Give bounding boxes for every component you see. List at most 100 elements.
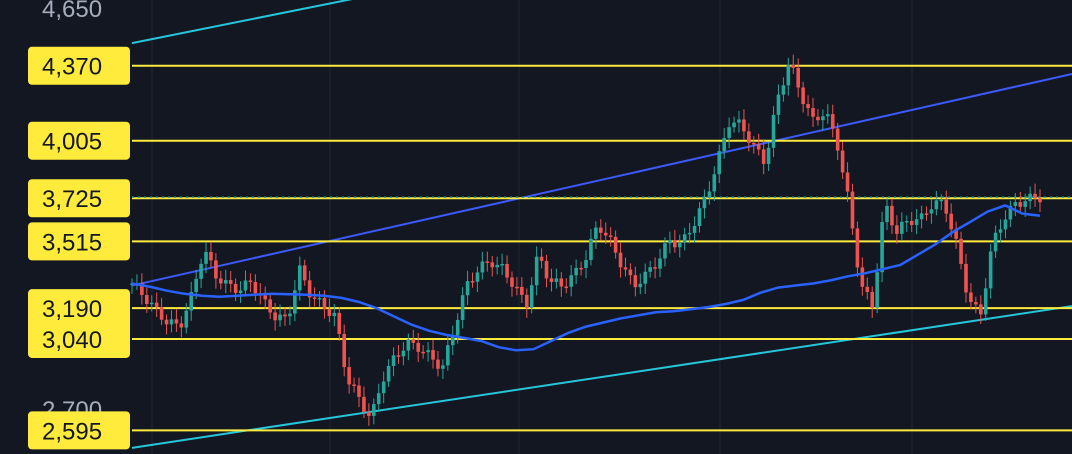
trend-line-upper-channel bbox=[131, 72, 1072, 287]
candle-body bbox=[895, 225, 899, 234]
candle-body bbox=[164, 319, 169, 325]
candle-body bbox=[367, 412, 371, 416]
candle-body bbox=[855, 228, 860, 268]
candle-body bbox=[145, 294, 149, 305]
candle-body bbox=[426, 350, 430, 353]
candle-body bbox=[317, 297, 322, 300]
candle-body bbox=[648, 267, 652, 272]
candle-body bbox=[702, 198, 707, 209]
candle-body bbox=[850, 191, 855, 229]
candle-body bbox=[441, 365, 445, 369]
candle-body bbox=[949, 213, 953, 230]
level-label: 3,515 bbox=[28, 222, 130, 261]
candle-body bbox=[510, 277, 514, 287]
candle-body bbox=[697, 208, 702, 227]
candle-body bbox=[450, 335, 455, 346]
candle-body bbox=[154, 302, 159, 307]
candle-body bbox=[914, 219, 919, 225]
candle-body bbox=[618, 252, 623, 268]
candles bbox=[130, 54, 1042, 426]
level-label-text: 4,370 bbox=[42, 54, 102, 81]
candle-body bbox=[223, 280, 228, 284]
candle-body bbox=[293, 290, 297, 314]
candle-body bbox=[579, 267, 583, 270]
candle-body bbox=[460, 295, 465, 320]
candle-body bbox=[194, 278, 198, 293]
candle-body bbox=[974, 302, 978, 305]
candle-body bbox=[826, 114, 830, 117]
candle-body bbox=[446, 345, 450, 366]
candle-body bbox=[342, 333, 346, 368]
candle-body bbox=[1038, 198, 1042, 203]
moving-average-line bbox=[131, 204, 1041, 352]
candle-body bbox=[751, 142, 756, 145]
candle-body bbox=[233, 283, 238, 293]
candle-body bbox=[406, 339, 411, 351]
candle-body bbox=[1013, 202, 1018, 206]
candle-body bbox=[880, 222, 884, 273]
candle-body bbox=[302, 265, 307, 281]
candle-body bbox=[919, 213, 924, 220]
candle-body bbox=[742, 119, 746, 132]
candle-body bbox=[830, 114, 835, 129]
candle-body bbox=[707, 191, 712, 199]
candle-body bbox=[1023, 201, 1027, 207]
level-label: 3,725 bbox=[28, 179, 130, 218]
candle-body bbox=[574, 267, 578, 276]
candle-body bbox=[638, 283, 643, 288]
candle-body bbox=[411, 339, 416, 343]
level-label: 3,040 bbox=[28, 319, 130, 358]
candle-body bbox=[1018, 202, 1023, 207]
candle-body bbox=[1028, 193, 1032, 202]
candle-body bbox=[712, 174, 717, 192]
candle-body bbox=[209, 251, 213, 261]
candle-body bbox=[352, 384, 356, 386]
candle-body bbox=[1008, 205, 1013, 220]
candle-body bbox=[149, 302, 154, 305]
candle-body bbox=[549, 278, 554, 282]
candle-body bbox=[362, 396, 366, 413]
candle-body bbox=[781, 85, 786, 95]
candle-body bbox=[653, 267, 657, 269]
candle-body bbox=[613, 236, 618, 253]
candle-body bbox=[495, 264, 499, 268]
candle-body bbox=[569, 275, 573, 287]
candle-body bbox=[515, 286, 519, 289]
candle-body bbox=[347, 367, 351, 385]
candle-body bbox=[283, 314, 287, 317]
candle-body bbox=[505, 263, 509, 278]
candle-body bbox=[692, 226, 697, 233]
level-label-box bbox=[28, 179, 130, 218]
candle-body bbox=[978, 304, 983, 315]
candle-body bbox=[633, 275, 638, 288]
candle-body bbox=[184, 310, 189, 328]
level-label-text: 3,040 bbox=[42, 327, 102, 354]
candle-body bbox=[608, 235, 613, 237]
level-label-text: 3,515 bbox=[42, 229, 102, 256]
candle-body bbox=[288, 313, 292, 317]
candle-body bbox=[603, 232, 608, 236]
candle-body bbox=[470, 281, 475, 283]
level-label-box bbox=[28, 411, 130, 450]
level-label-box bbox=[28, 46, 130, 85]
candle-body bbox=[436, 359, 440, 369]
candle-body bbox=[840, 150, 845, 173]
candle-body bbox=[599, 227, 603, 233]
candle-body bbox=[983, 288, 988, 315]
candle-body bbox=[761, 149, 766, 164]
candle-body bbox=[796, 67, 800, 88]
candle-body bbox=[332, 312, 337, 317]
candle-body bbox=[179, 323, 184, 328]
candle-body bbox=[248, 280, 253, 282]
candle-body bbox=[297, 265, 302, 291]
candle-body bbox=[243, 280, 248, 291]
candle-body bbox=[904, 220, 909, 223]
candle-body bbox=[623, 267, 628, 270]
candle-body bbox=[687, 232, 692, 235]
candle-body bbox=[890, 205, 894, 226]
candle-body bbox=[322, 297, 327, 309]
candle-body bbox=[564, 286, 569, 289]
candle-body bbox=[860, 267, 865, 287]
